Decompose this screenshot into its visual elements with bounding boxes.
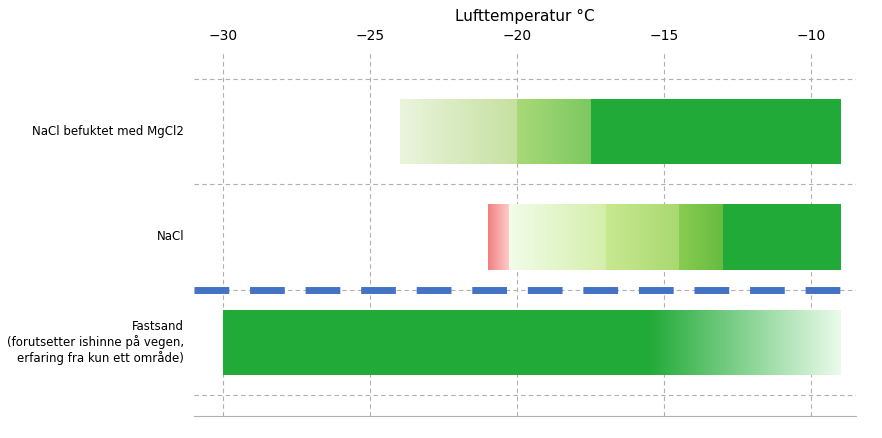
X-axis label: Lufttemperatur °C: Lufttemperatur °C xyxy=(455,8,594,24)
Bar xyxy=(723,204,841,270)
Bar xyxy=(591,99,841,164)
Bar xyxy=(223,310,650,375)
